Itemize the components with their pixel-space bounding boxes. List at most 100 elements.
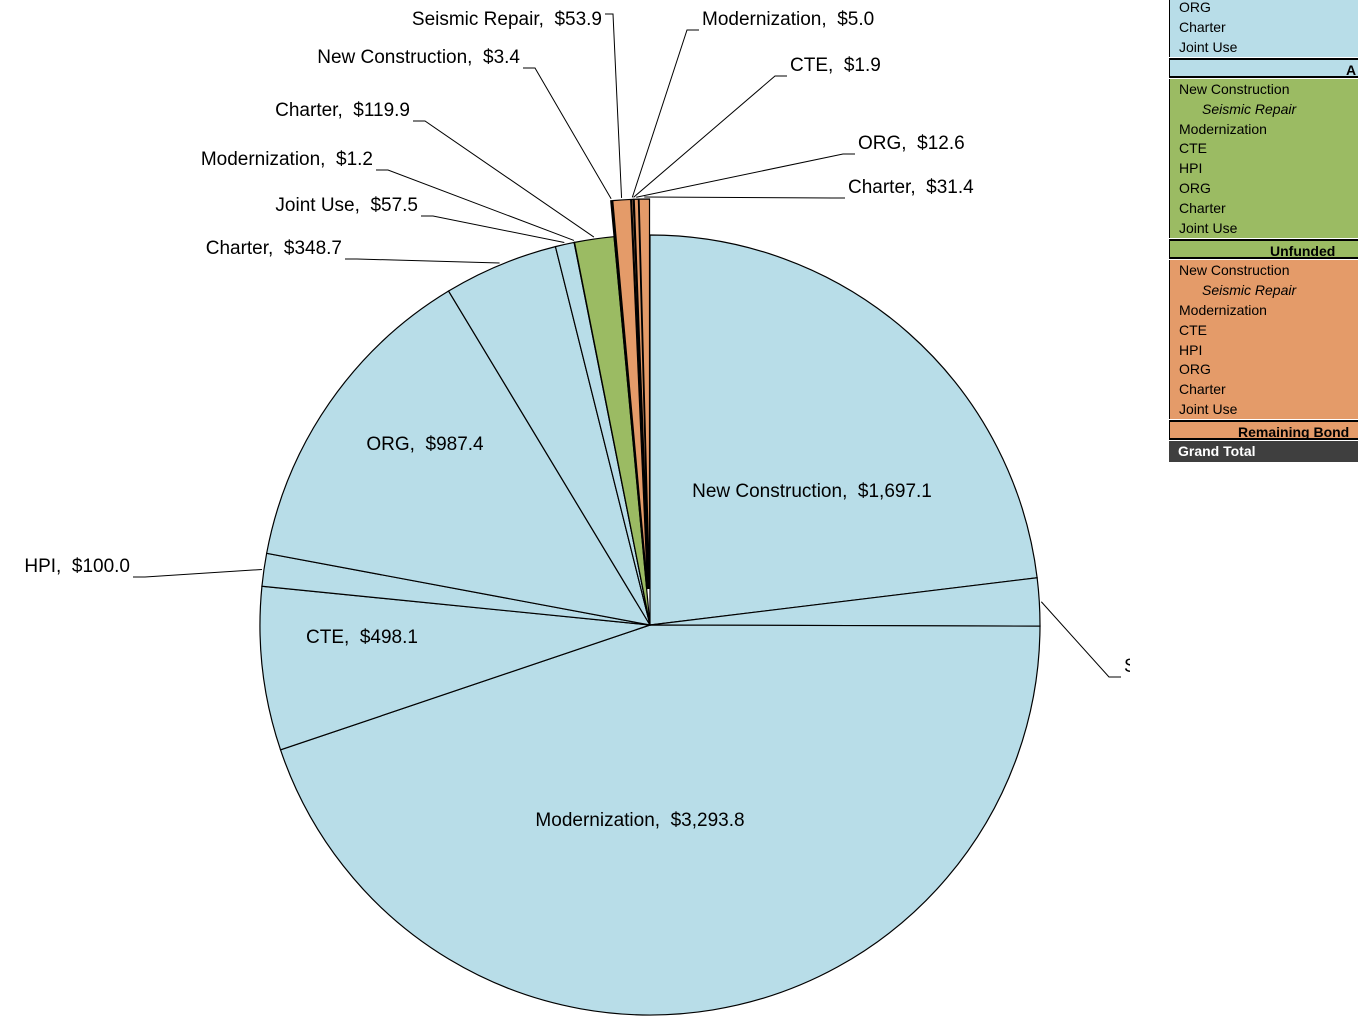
slice-value: $12.6 (917, 133, 965, 154)
label-separator: , (901, 133, 917, 154)
slice-category: Seismic Repair (412, 9, 540, 30)
slice-label: Charter, $348.7 (206, 238, 342, 259)
table-row: CTE (1169, 319, 1358, 340)
slice-value: $1,697.1 (858, 481, 932, 502)
section-header: A (1169, 57, 1358, 78)
label-separator: , (320, 149, 336, 170)
label-separator: , (821, 9, 837, 30)
section-header: Remaining Bond (1169, 420, 1358, 441)
slice-category: Modernization (201, 149, 320, 170)
leader-line (633, 75, 787, 198)
table-row: Charter (1169, 198, 1358, 219)
slice-category: ORG (366, 434, 409, 455)
table-row: CTE (1169, 138, 1358, 159)
pie-slice (279, 624, 1041, 1016)
slice-category: Joint Use (275, 195, 354, 216)
slice-category: ORG (858, 133, 901, 154)
table-row: ORG (1169, 359, 1358, 380)
label-separator: , (410, 434, 426, 455)
slice-category: CTE (790, 55, 828, 76)
leader-line (636, 153, 855, 198)
slice-label: New Construction, $3.4 (317, 47, 520, 68)
pie-slice (633, 198, 650, 590)
slice-category: Modernization (535, 810, 654, 831)
table-row: Seismic Repair (1169, 279, 1358, 300)
pie-slice (638, 198, 651, 590)
leader-line (644, 196, 845, 199)
table-row: Joint Use (1169, 218, 1358, 238)
table-row: Modernization (1169, 299, 1358, 320)
label-separator: , (655, 810, 671, 831)
table-row: New Construction (1169, 259, 1358, 280)
pie-slice (265, 290, 652, 626)
label-separator: , (467, 47, 483, 68)
leader-line (605, 13, 623, 198)
slice-category: New Construction (692, 481, 842, 502)
slice-category: HPI (24, 556, 56, 577)
slice-label: CTE, $1.9 (790, 55, 881, 76)
slice-category: New Construction (317, 47, 467, 68)
slice-label: Charter, $119.9 (275, 100, 410, 121)
slice-label: Modernization, $5.0 (702, 9, 874, 30)
table-row: Charter (1169, 379, 1358, 400)
table: ORG Charter Joint Use A New Construction Seis… (1169, 0, 1358, 467)
slice-label: Seismic Repair, $53.9 (412, 9, 602, 30)
slice-category: CTE (306, 627, 344, 648)
section-header: Unfunded (1169, 238, 1358, 259)
table-row: HPI (1169, 339, 1358, 360)
table-row: ORG (1169, 178, 1358, 199)
table-row: New Construction (1169, 78, 1358, 99)
table-row: Modernization (1169, 118, 1358, 139)
slice-label: New Construction, $1,697.1 (692, 481, 932, 502)
table-row: Charter (1169, 16, 1358, 37)
label-separator: , (56, 556, 72, 577)
pie-slice (259, 585, 651, 751)
leader-line (421, 215, 565, 243)
label-separator: , (842, 481, 858, 502)
slice-value: $5.0 (837, 9, 874, 30)
label-separator: , (828, 55, 844, 76)
slice-label: HPI, $100.0 (24, 556, 130, 577)
slice-label: Seismic Repair, $145.6 (1124, 656, 1130, 677)
table-row: Seismic Repair (1169, 98, 1358, 119)
table-row: ORG (1169, 0, 1358, 17)
slice-value: $100.0 (72, 556, 130, 577)
slice-value: $53.9 (554, 9, 602, 30)
slice-label: Modernization, $1.2 (201, 149, 373, 170)
slice-value: $348.7 (284, 238, 342, 259)
table-row: Joint Use (1169, 36, 1358, 57)
slice-label: Charter, $31.4 (848, 177, 974, 198)
label-separator: , (910, 177, 926, 198)
slice-category: Charter (275, 100, 339, 121)
slice-value: $119.9 (353, 100, 410, 121)
slice-label: CTE, $498.1 (306, 627, 418, 648)
pie-slice (610, 200, 648, 590)
pie-slice (612, 198, 649, 590)
label-separator: , (337, 100, 353, 121)
label-separator: , (268, 238, 284, 259)
pie-chart: New Construction, $1,697.1 Seismic Repair… (24, 9, 1130, 1016)
slice-category: Charter (848, 177, 912, 198)
grand-total: Grand Total (1169, 441, 1358, 463)
slice-value: $1.9 (844, 55, 881, 76)
slice-value: $3.4 (483, 47, 520, 68)
slice-category: Charter (206, 238, 270, 259)
label-separator: , (539, 9, 555, 30)
slice-value: $3,293.8 (671, 810, 745, 831)
slice-value: $1.2 (336, 149, 373, 170)
pie-slice (649, 234, 1038, 626)
leader-line (345, 258, 500, 264)
slice-category: Modernization (702, 9, 821, 30)
leader-line (523, 67, 612, 200)
slice-category: Seismic Repair (1124, 656, 1130, 677)
slice-label: ORG, $12.6 (858, 133, 965, 154)
table-row: HPI (1169, 158, 1358, 179)
slice-value: $57.5 (370, 195, 418, 216)
leader-line (631, 29, 699, 198)
table-row: Joint Use (1169, 399, 1358, 420)
slice-value: $31.4 (926, 177, 974, 198)
leader-line (1040, 601, 1121, 678)
slice-label: Joint Use, $57.5 (275, 195, 418, 216)
label-separator: , (344, 627, 360, 648)
